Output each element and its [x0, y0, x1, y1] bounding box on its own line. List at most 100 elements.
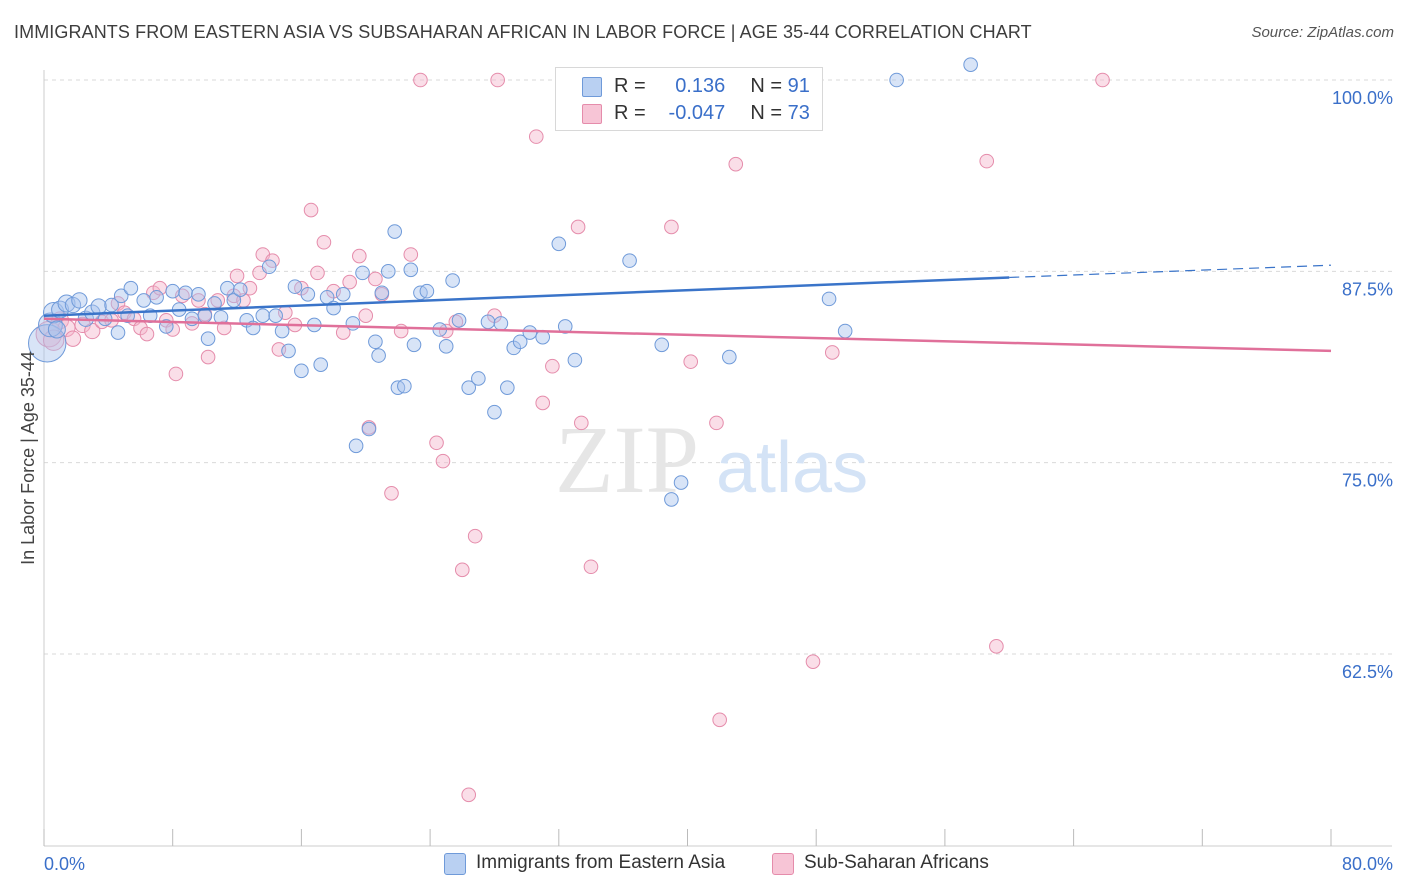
eastern-asia-point	[197, 308, 213, 324]
eastern-asia-point	[471, 371, 486, 386]
eastern-asia-point	[480, 314, 496, 330]
eastern-asia-point	[654, 337, 670, 353]
bottom-legend-swatch-blue	[444, 853, 466, 875]
eastern-asia-point	[268, 308, 283, 324]
eastern-asia-point	[281, 343, 296, 359]
eastern-asia-point	[387, 224, 403, 239]
eastern-asia-point	[438, 339, 454, 354]
legend-n-value: 73	[787, 102, 810, 124]
trend-lines	[43, 264, 1332, 353]
eastern-asia-point	[255, 308, 271, 324]
eastern-asia-point	[220, 280, 235, 296]
eastern-asia-point	[232, 282, 248, 298]
sub-saharan-point	[429, 435, 444, 451]
sub-saharan-point	[728, 156, 744, 172]
legend-r-label: R =	[614, 75, 646, 97]
eastern-asia-point	[345, 316, 361, 331]
x-tick-label: 80.0%	[1342, 854, 1393, 874]
eastern-asia-point	[512, 334, 528, 350]
sub-saharan-point	[310, 265, 325, 281]
y-tick-label: 75.0%	[1342, 471, 1393, 491]
eastern-asia-point	[287, 279, 303, 294]
bottom-legend-label: Sub-Saharan Africans	[804, 852, 989, 873]
eastern-asia-point	[191, 286, 206, 302]
eastern-asia-point	[149, 290, 164, 305]
eastern-asia-trend-line	[43, 276, 1010, 317]
eastern-asia-point	[664, 492, 679, 507]
legend-swatch-blue	[582, 77, 602, 97]
sub-saharan-point	[191, 293, 206, 308]
sub-saharan-point	[824, 345, 840, 360]
watermark-zip: ZIP	[555, 406, 699, 513]
eastern-asia-point	[71, 292, 88, 309]
sub-saharan-trend-line	[43, 317, 1332, 353]
sub-saharan-point	[1095, 72, 1110, 88]
sub-saharan-point	[200, 349, 216, 365]
eastern-asia-point	[294, 363, 309, 379]
sub-saharan-point	[805, 654, 821, 669]
gridlines	[44, 79, 1392, 655]
sub-saharan-point	[303, 202, 319, 218]
tick-labels: 100.0% 87.5% 75.0% 62.5% 0.0% 80.0%	[44, 88, 1393, 874]
sub-saharan-point	[435, 453, 451, 469]
eastern-asia-point	[722, 349, 737, 365]
y-tick-label: 87.5%	[1342, 279, 1393, 299]
sub-saharan-point	[683, 354, 699, 369]
eastern-asia-point	[136, 293, 152, 308]
eastern-asia-point	[551, 236, 567, 252]
eastern-asia-point	[28, 324, 67, 363]
eastern-asia-point	[567, 352, 583, 368]
sub-saharan-point	[454, 562, 470, 578]
sub-saharan-point	[664, 219, 679, 235]
sub-saharan-point	[352, 248, 367, 264]
chart-title: IMMIGRANTS FROM EASTERN ASIA VS SUBSAHAR…	[14, 22, 1032, 42]
source-label: Source: ZipAtlas.com	[1251, 24, 1394, 41]
eastern-asia-point	[419, 283, 435, 299]
sub-saharan-point	[712, 712, 727, 728]
legend-n-label: N =	[750, 102, 783, 124]
eastern-asia-point	[622, 253, 637, 268]
sub-saharan-point	[229, 268, 245, 284]
eastern-asia-point	[110, 325, 126, 340]
sub-saharan-point	[393, 323, 409, 339]
y-tick-label: 100.0%	[1332, 88, 1393, 108]
eastern-asia-point	[313, 357, 329, 373]
eastern-asia-point	[361, 421, 377, 437]
sub-saharan-point	[461, 787, 477, 803]
sub-saharan-point	[528, 129, 544, 144]
legend-r-label: R =	[614, 102, 646, 124]
eastern-asia-point	[374, 285, 390, 301]
sub-saharan-point	[384, 485, 399, 501]
sub-saharan-point	[490, 72, 505, 88]
eastern-asia-point	[165, 283, 180, 299]
eastern-asia-point	[274, 323, 290, 339]
watermark-atlas: atlas	[716, 428, 868, 508]
sub-saharan-point	[358, 308, 374, 324]
eastern-asia-point	[673, 475, 689, 490]
eastern-asia-point	[113, 288, 129, 304]
legend-n-value: 91	[787, 75, 810, 97]
eastern-asia-point	[889, 72, 904, 88]
eastern-asia-point	[445, 273, 460, 288]
eastern-asia-point	[368, 334, 383, 350]
x-tick-label: 0.0%	[44, 854, 85, 874]
eastern-asia-point	[47, 320, 66, 339]
eastern-asia-point	[123, 280, 139, 296]
eastern-asia-point	[300, 286, 316, 302]
legend-swatch-pink	[582, 104, 602, 124]
sub-saharan-point	[709, 415, 724, 431]
eastern-asia-point	[371, 348, 386, 363]
eastern-asia-point	[403, 262, 419, 278]
y-axis-label: In Labor Force | Age 35-44	[18, 351, 38, 565]
sub-saharan-point	[583, 559, 599, 575]
eastern-asia-point	[493, 316, 509, 331]
eastern-asia-point	[451, 313, 467, 328]
eastern-asia-point	[200, 331, 216, 346]
eastern-asia-point	[348, 438, 364, 454]
eastern-asia-point	[335, 286, 351, 302]
bottom-legend-swatch-pink	[772, 853, 794, 875]
eastern-asia-point	[461, 380, 477, 395]
sub-saharan-point	[168, 366, 184, 382]
watermark: ZIP atlas	[555, 406, 868, 513]
sub-saharan-point	[535, 395, 551, 411]
